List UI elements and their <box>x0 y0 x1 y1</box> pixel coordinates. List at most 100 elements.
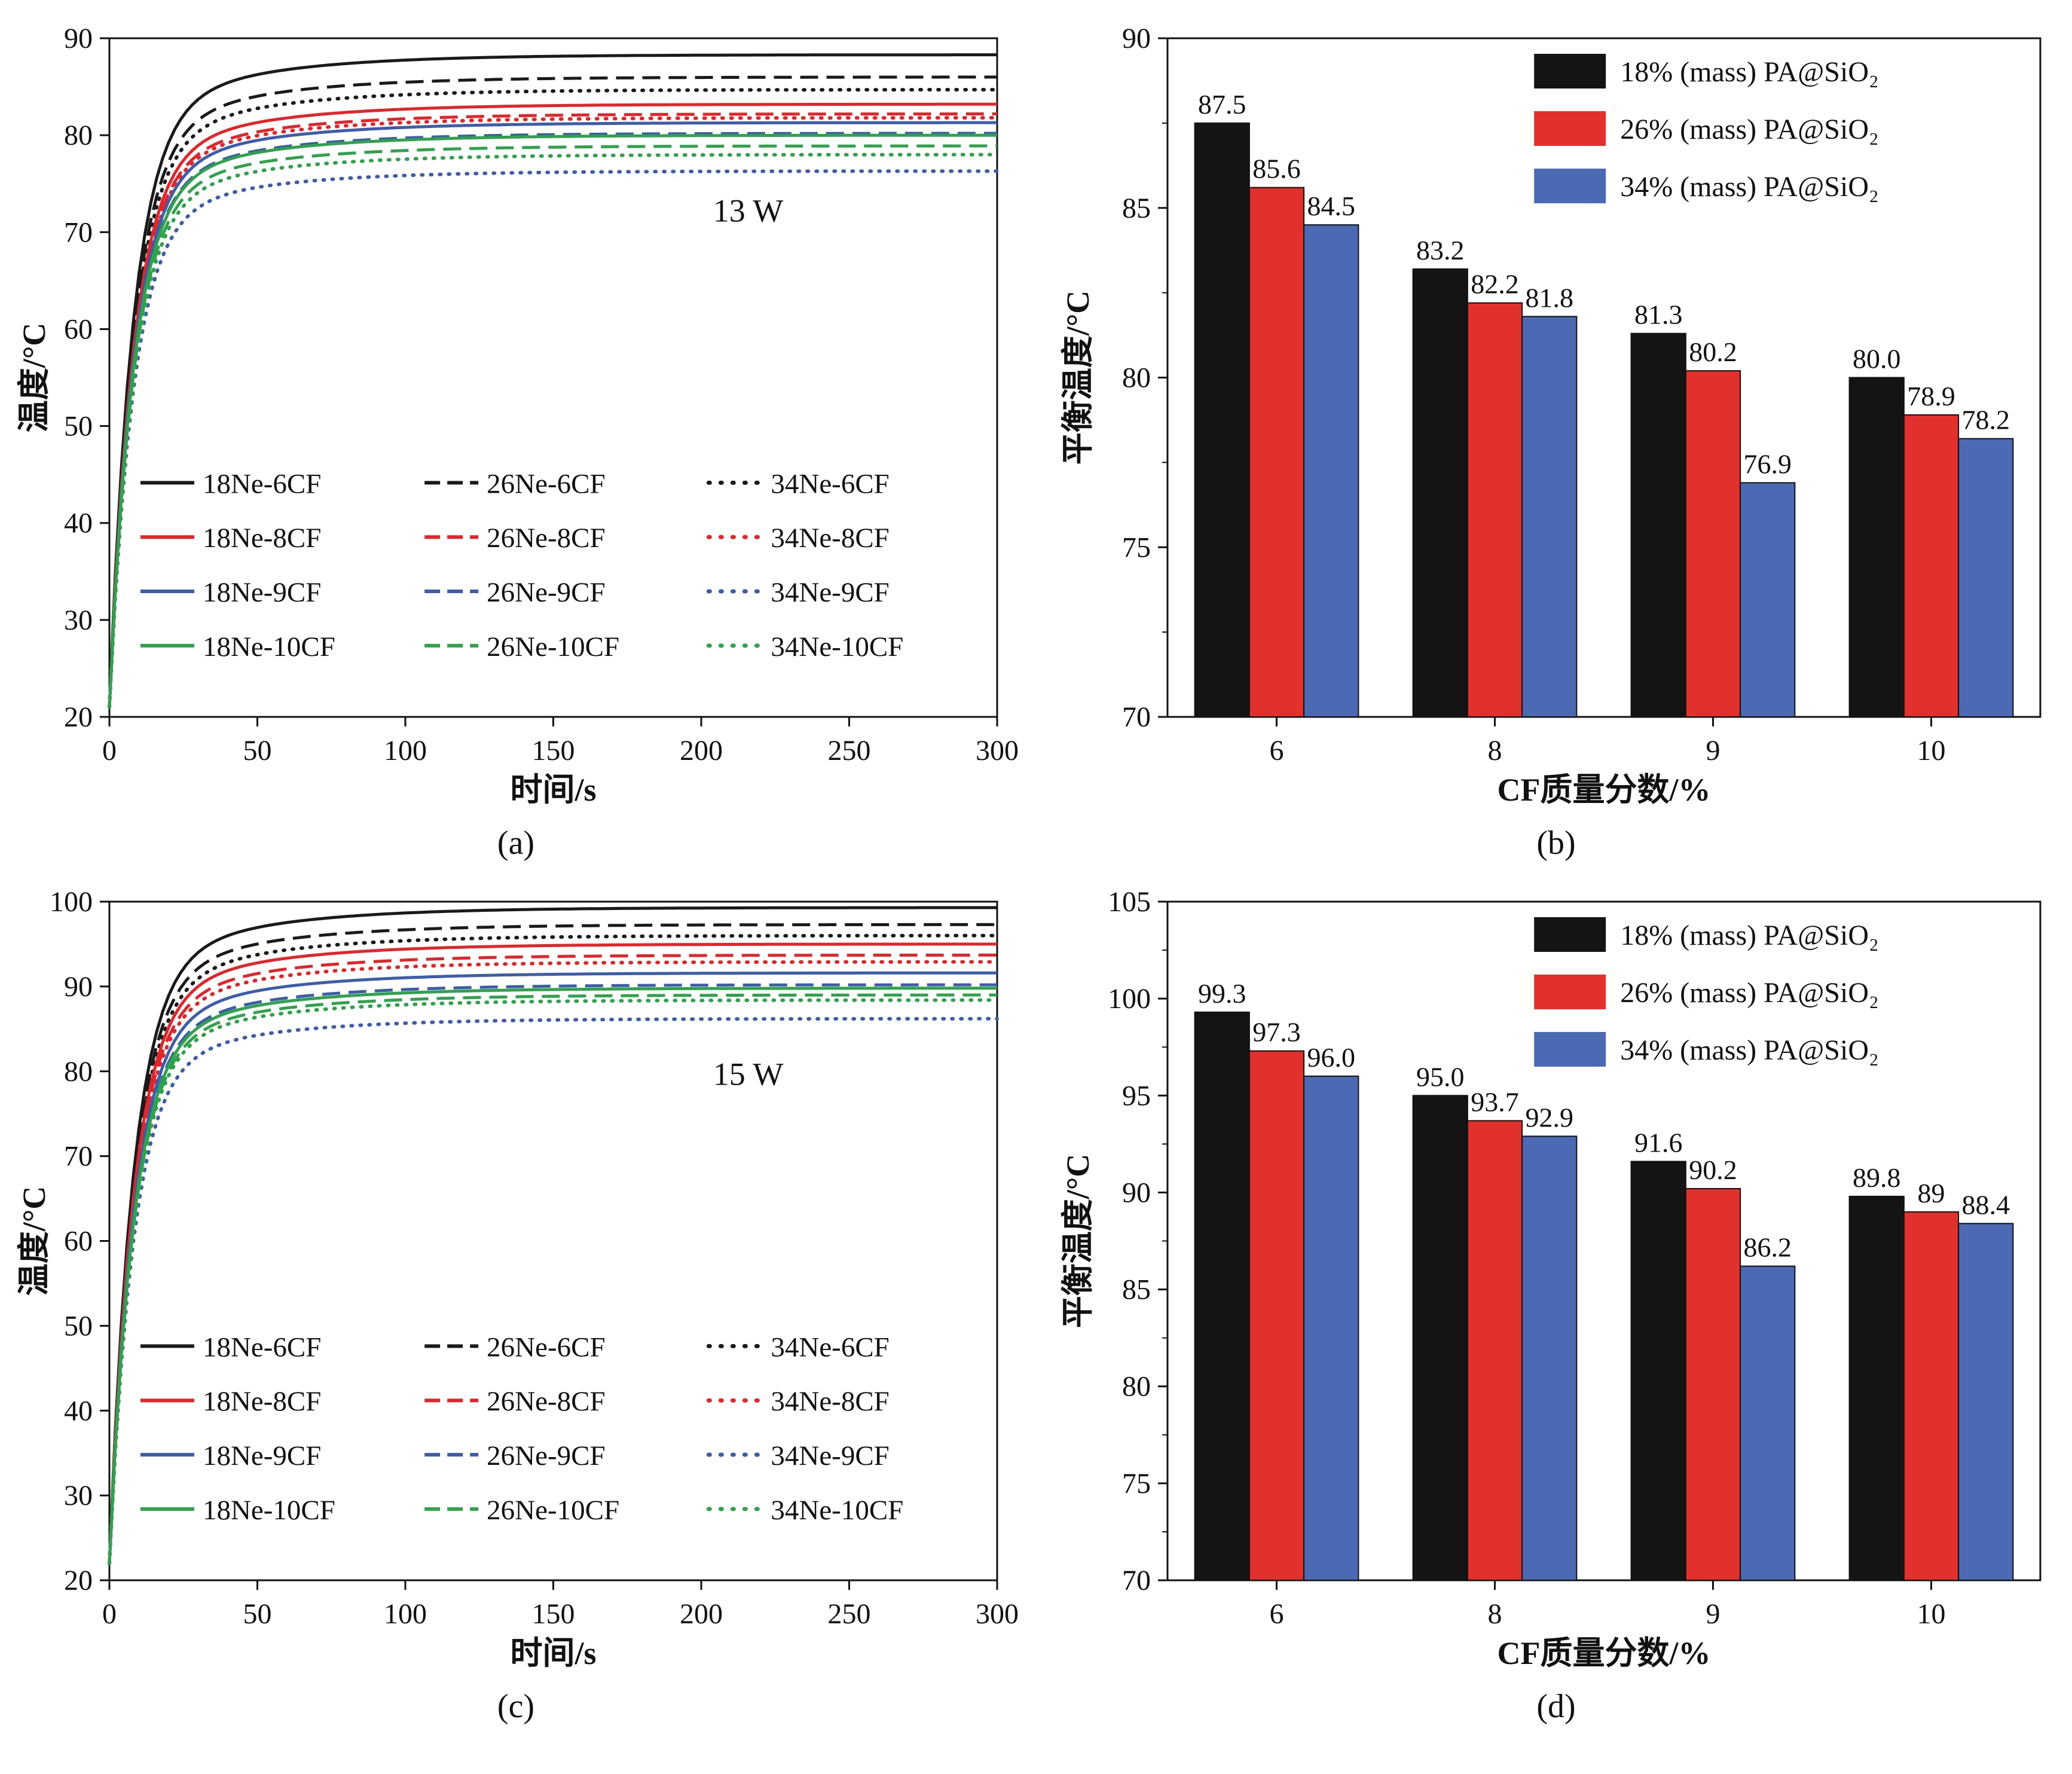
legend-label: 18Ne-8CF <box>203 523 321 554</box>
bar-34% (mass) PA@SiO₂-9 <box>1740 1265 1796 1581</box>
x-tick-label: 9 <box>1706 1598 1720 1630</box>
plot-area-d: 70 75 80 85 90 95 100 105 6 99.397.396.0 8 95.093.7… <box>1060 886 2042 1671</box>
x-axis-label: CF质量分数/% <box>1498 1635 1711 1671</box>
curve-26Ne-6CF <box>108 75 997 707</box>
x-tick-label: 250 <box>828 735 871 767</box>
x-tick-label: 300 <box>976 735 1018 767</box>
bar-value-label: 78.9 <box>1907 381 1955 411</box>
legend-swatch <box>1534 1032 1606 1067</box>
x-tick-label: 200 <box>680 1598 723 1630</box>
x-tick-label: 0 <box>102 1598 117 1630</box>
caption-a: (a) <box>497 825 535 862</box>
x-tick-label: 6 <box>1270 735 1284 767</box>
y-tick-label: 80 <box>64 120 93 151</box>
plot-frame <box>108 37 998 718</box>
legend-label: 34Ne-9CF <box>771 1440 889 1471</box>
legend-label: 34Ne-6CF <box>771 468 889 499</box>
bar-value-label: 76.9 <box>1744 448 1792 479</box>
y-tick-label: 70 <box>1122 701 1151 733</box>
curve-26Ne-10CF <box>108 144 997 707</box>
legend-label: 34% (mass) PA@SiO₂ <box>1620 1034 1879 1066</box>
x-tick-label: 100 <box>384 1598 427 1630</box>
legend-label: 34Ne-10CF <box>771 631 903 662</box>
plot-area-a: 0 50 100 150 200 250 300 20 30 40 50 60 70 80 90 时间/s 温度… <box>16 23 1018 808</box>
bar-34% (mass) PA@SiO₂-8 <box>1521 1135 1578 1581</box>
y-axis-label: 温度/°C <box>16 323 52 433</box>
legend-label: 18Ne-8CF <box>203 1386 321 1417</box>
y-tick-label: 100 <box>1108 983 1151 1015</box>
bar-chart-b: 70 75 80 85 90 6 87.5 85.684.5 8 83.282.2 81.8 9 81.… <box>1054 14 2058 822</box>
plot-area-b: 70 75 80 85 90 6 87.5 85.684.5 8 83.282.2 81.8 9 81.… <box>1060 23 2042 808</box>
y-axis-label: 温度/°C <box>16 1186 52 1296</box>
bar-value-label: 85.6 <box>1252 154 1301 184</box>
y-tick-label: 100 <box>50 886 93 918</box>
y-tick-label: 40 <box>64 1395 93 1427</box>
legend-swatch <box>1534 54 1606 88</box>
y-tick-label: 80 <box>1122 362 1151 394</box>
legend-label: 18Ne-9CF <box>203 1440 321 1471</box>
legend-label: 34Ne-8CF <box>771 523 889 554</box>
caption-c: (c) <box>497 1688 535 1725</box>
y-tick-label: 90 <box>1122 1177 1151 1208</box>
y-tick-label: 90 <box>64 23 93 54</box>
subplot-b: 70 75 80 85 90 6 87.5 85.6 84.5 8 83.2 82.2 81.8 9 81.… <box>1054 14 2058 862</box>
legend-label: 26% (mass) PA@SiO₂ <box>1620 114 1879 145</box>
curve-26Ne-6CF <box>108 923 997 1564</box>
y-tick-label: 105 <box>1108 886 1151 918</box>
y-tick-label: 70 <box>1122 1565 1151 1596</box>
bar-value-label: 89 <box>1918 1178 1945 1208</box>
curve-26Ne-8CF <box>108 953 997 1564</box>
y-tick-label: 50 <box>64 1310 93 1342</box>
x-tick-label: 8 <box>1488 735 1502 767</box>
bar-18% (mass) PA@SiO₂-10 <box>1848 1195 1905 1581</box>
bar-18% (mass) PA@SiO₂-6 <box>1194 122 1250 717</box>
bar-chart-d: 70 75 80 85 90 95 100 105 6 99.397.396.0 8 95.093.7… <box>1054 878 2058 1685</box>
y-tick-label: 30 <box>64 1480 93 1512</box>
bar-26% (mass) PA@SiO₂-9 <box>1685 1187 1741 1581</box>
x-tick-label: 10 <box>1917 1598 1946 1630</box>
bar-value-label: 80.2 <box>1689 337 1737 367</box>
legend-label: 34Ne-9CF <box>771 577 889 608</box>
curve-34Ne-8CF <box>108 116 999 709</box>
y-tick-label: 90 <box>64 971 93 1003</box>
bar-value-label: 91.6 <box>1634 1128 1683 1158</box>
legend-label: 18Ne-9CF <box>203 577 321 608</box>
bar-34% (mass) PA@SiO₂-10 <box>1958 438 2014 718</box>
bar-value-label: 81.8 <box>1526 282 1574 313</box>
line-chart-c: 0 50 100 150 200 250 300 20 30 40 50 60 70 80 90 100 时间/… <box>14 878 1018 1685</box>
x-tick-label: 10 <box>1917 735 1946 767</box>
bar-26% (mass) PA@SiO₂-6 <box>1248 1050 1305 1581</box>
y-tick-label: 40 <box>64 508 93 539</box>
x-tick-label: 150 <box>532 735 575 767</box>
curve-18Ne-6CF <box>108 906 997 1564</box>
bar-26% (mass) PA@SiO₂-9 <box>1685 370 1741 717</box>
legend-label: 26Ne-6CF <box>487 468 605 499</box>
x-tick-label: 250 <box>828 1598 871 1630</box>
x-tick-label: 9 <box>1706 735 1720 767</box>
bar-value-label: 97.3 <box>1252 1017 1301 1048</box>
plot-area-c: 0 50 100 150 200 250 300 20 30 40 50 60 70 80 90 100 时间/… <box>16 886 1018 1671</box>
curve-34Ne-6CF <box>108 933 999 1565</box>
legend-label: 18% (mass) PA@SiO₂ <box>1620 920 1879 951</box>
y-tick-label: 70 <box>64 216 93 248</box>
bar-value-label: 86.2 <box>1744 1232 1792 1263</box>
x-tick-label: 8 <box>1488 1598 1502 1630</box>
bar-value-label: 95.0 <box>1416 1061 1465 1092</box>
x-tick-label: 300 <box>976 1598 1018 1630</box>
y-axis-label: 平衡温度/°C <box>1060 291 1096 465</box>
x-axis-label: CF质量分数/% <box>1498 772 1711 808</box>
legend-label: 18Ne-10CF <box>203 631 335 662</box>
plot-frame <box>108 900 998 1581</box>
x-tick-label: 0 <box>102 735 117 767</box>
curve-26Ne-9CF <box>108 132 997 707</box>
curve-34Ne-10CF <box>108 152 999 709</box>
bar-value-label: 80.0 <box>1853 344 1901 374</box>
line-chart-a: 0 50 100 150 200 250 300 20 30 40 50 60 70 80 90 时间/s 温度… <box>14 14 1018 822</box>
bar-18% (mass) PA@SiO₂-8 <box>1412 1095 1468 1581</box>
bar-26% (mass) PA@SiO₂-10 <box>1903 414 1960 717</box>
legend-label: 18Ne-10CF <box>203 1495 335 1526</box>
subplot-c: 0 50 100 150 200 250 300 20 30 40 50 60 70 80 90 100 时间/… <box>14 878 1018 1726</box>
legend-label: 26Ne-8CF <box>487 1386 605 1417</box>
legend-label: 26Ne-6CF <box>487 1332 605 1363</box>
curve-34Ne-10CF <box>108 998 999 1565</box>
